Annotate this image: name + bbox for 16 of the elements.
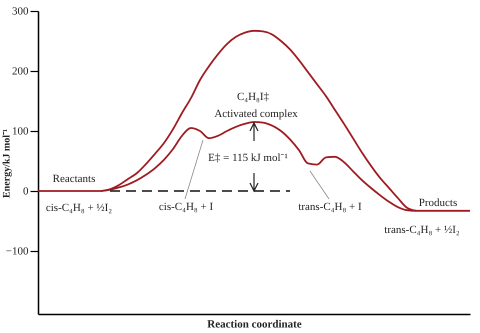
annotation: cis-C₄H₈ + ½I₂ (46, 202, 112, 214)
y-tick-label: 300 (12, 6, 29, 18)
annotation: C₄H₈I‡ (236, 91, 270, 103)
y-tick-label: 100 (12, 126, 29, 138)
x-axis-title: Reaction coordinate (207, 318, 302, 330)
annotation: trans-C₄H₈ + ½I₂ (384, 224, 460, 236)
y-tick-label: −100 (6, 246, 29, 258)
annotation: cis-C₄H₈ + I (158, 201, 214, 213)
annotation: E‡ = 115 kJ mol⁻¹ (208, 152, 288, 164)
annotation: Activated complex (214, 108, 298, 120)
annotation: Products (418, 197, 458, 209)
annotation: Reactants (52, 173, 96, 185)
y-axis-title: Energy/kJ mol⁻¹ (2, 128, 12, 198)
annotation: trans-C₄H₈ + I (298, 201, 362, 213)
y-tick-label: 200 (12, 66, 29, 78)
y-tick-label: 0 (23, 186, 29, 198)
